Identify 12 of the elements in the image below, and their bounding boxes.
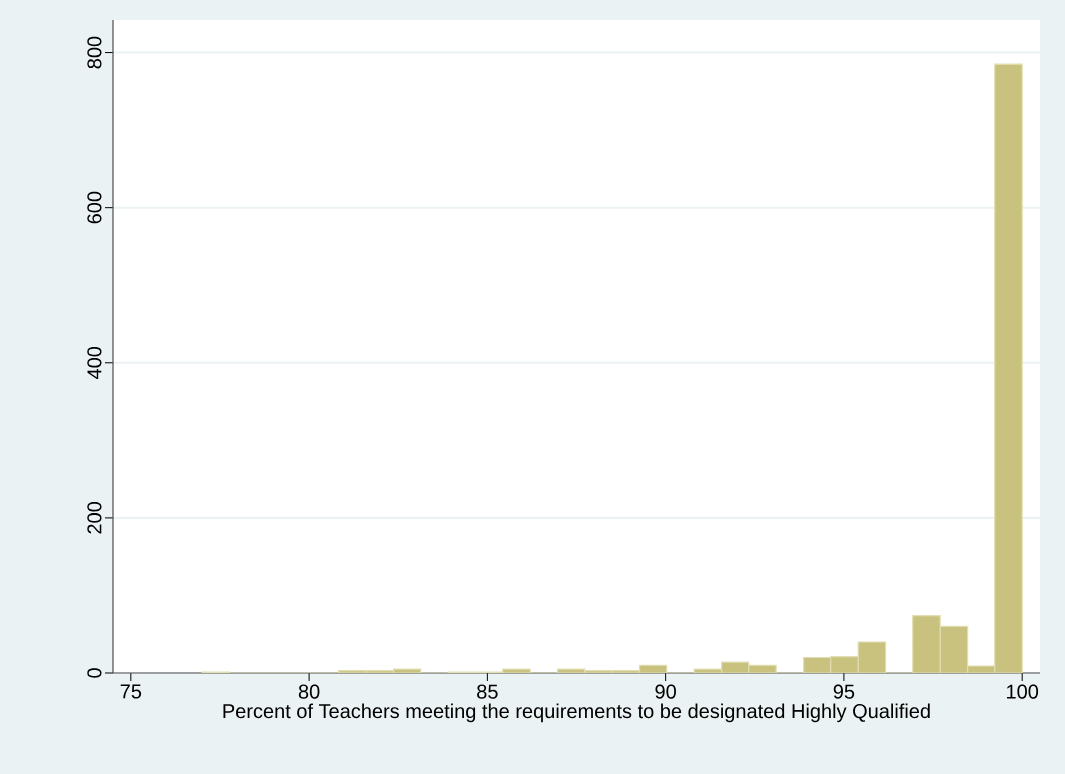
x-axis-title: Percent of Teachers meeting the requirements to be designated Highly Qualified — [223, 703, 930, 723]
y-tick-label: 400 — [87, 346, 102, 380]
x-tick-label: 95 — [833, 684, 855, 699]
y-tick-label: 200 — [87, 501, 102, 534]
x-tick-label: 75 — [120, 684, 142, 699]
x-tick-label: 80 — [298, 684, 320, 699]
y-tick-label: 0 — [87, 668, 102, 678]
x-tick-label: 90 — [655, 684, 676, 699]
y-tick-label: 600 — [87, 191, 102, 224]
x-tick-label: 85 — [477, 684, 498, 699]
x-tick-label: 100 — [1007, 684, 1039, 699]
y-tick-label: 800 — [87, 36, 102, 69]
